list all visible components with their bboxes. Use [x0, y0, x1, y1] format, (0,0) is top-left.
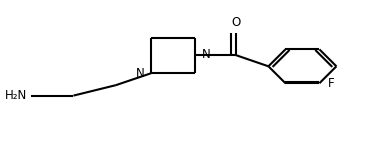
Text: F: F [328, 77, 334, 90]
Text: N: N [202, 48, 211, 61]
Text: H₂N: H₂N [5, 89, 27, 102]
Text: O: O [231, 16, 241, 29]
Text: N: N [136, 68, 144, 81]
